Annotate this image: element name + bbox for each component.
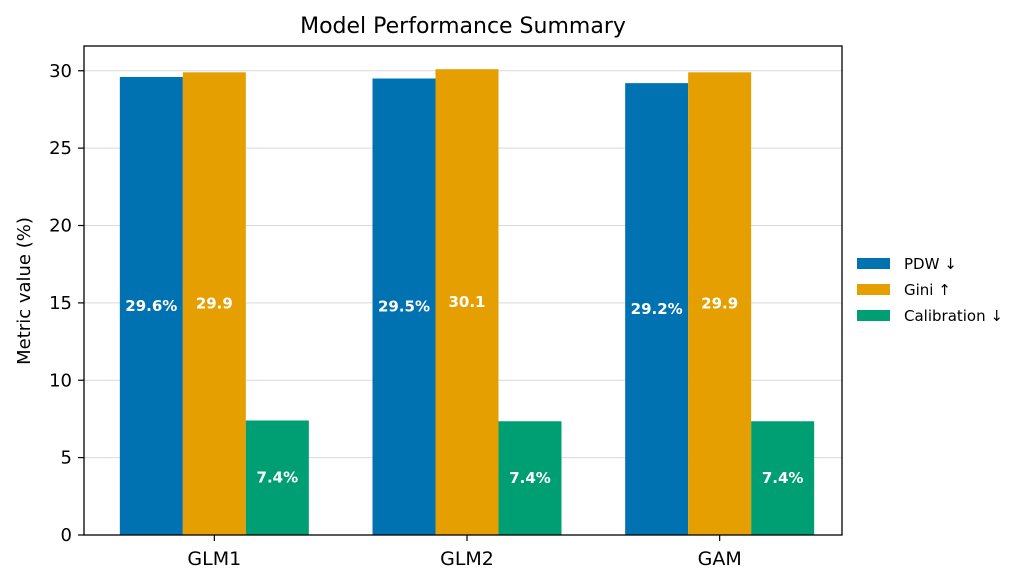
bar-glm1-2 (245, 420, 309, 535)
legend-label-2: Calibration ↓ (904, 307, 1003, 325)
data-label-gam-0: 29.2% (631, 300, 683, 318)
legend-label-0: PDW ↓ (904, 255, 957, 273)
data-label-glm1-0: 29.6% (125, 297, 177, 315)
x-tick-label-1: GLM2 (440, 548, 494, 570)
data-label-glm1-1: 29.9 (196, 295, 233, 313)
y-tick-label-2: 10 (49, 370, 72, 391)
bar-gam-2 (751, 421, 815, 535)
y-tick-label-5: 25 (49, 138, 72, 159)
y-tick-label-1: 5 (61, 448, 72, 469)
data-labels: 29.6% 29.9 7.4% 29.5% 30.1 7.4% 29.2% 29.9 7.4% (125, 293, 803, 487)
legend-swatch-2 (857, 310, 890, 321)
x-tick-label-0: GLM1 (187, 548, 241, 570)
legend-label-1: Gini ↑ (904, 281, 951, 299)
bar-glm1-0 (119, 76, 183, 535)
data-label-glm1-2: 7.4% (257, 469, 299, 487)
bar-gam-0 (625, 83, 689, 535)
y-axis-ticks: 0 5 10 15 20 25 30 (49, 61, 84, 546)
y-tick-label-3: 15 (49, 293, 72, 314)
bar-glm2-2 (498, 421, 562, 535)
legend-swatch-0 (857, 258, 890, 269)
legend: PDW ↓ Gini ↑ Calibration ↓ (857, 255, 1003, 325)
x-tick-label-2: GAM (698, 548, 742, 570)
y-tick-label-0: 0 (61, 525, 72, 546)
plot-frame (83, 45, 843, 536)
x-axis-ticks: GLM1 GLM2 GAM (187, 535, 742, 570)
y-tick-label-6: 30 (49, 61, 72, 82)
bar-glm2-1 (435, 69, 499, 535)
y-tick-label-4: 20 (49, 216, 72, 237)
bars (119, 69, 815, 536)
data-label-glm2-2: 7.4% (509, 469, 551, 487)
bar-gam-1 (688, 72, 752, 536)
bar-glm1-1 (182, 72, 246, 536)
data-label-gam-2: 7.4% (762, 469, 804, 487)
data-label-glm2-1: 30.1 (448, 293, 485, 311)
y-axis-label: Metric value (%) (14, 217, 35, 365)
bar-glm2-0 (372, 78, 436, 536)
chart-title: Model Performance Summary (300, 14, 626, 39)
legend-swatch-1 (857, 284, 890, 295)
data-label-gam-1: 29.9 (701, 295, 738, 313)
data-label-glm2-0: 29.5% (378, 298, 430, 316)
